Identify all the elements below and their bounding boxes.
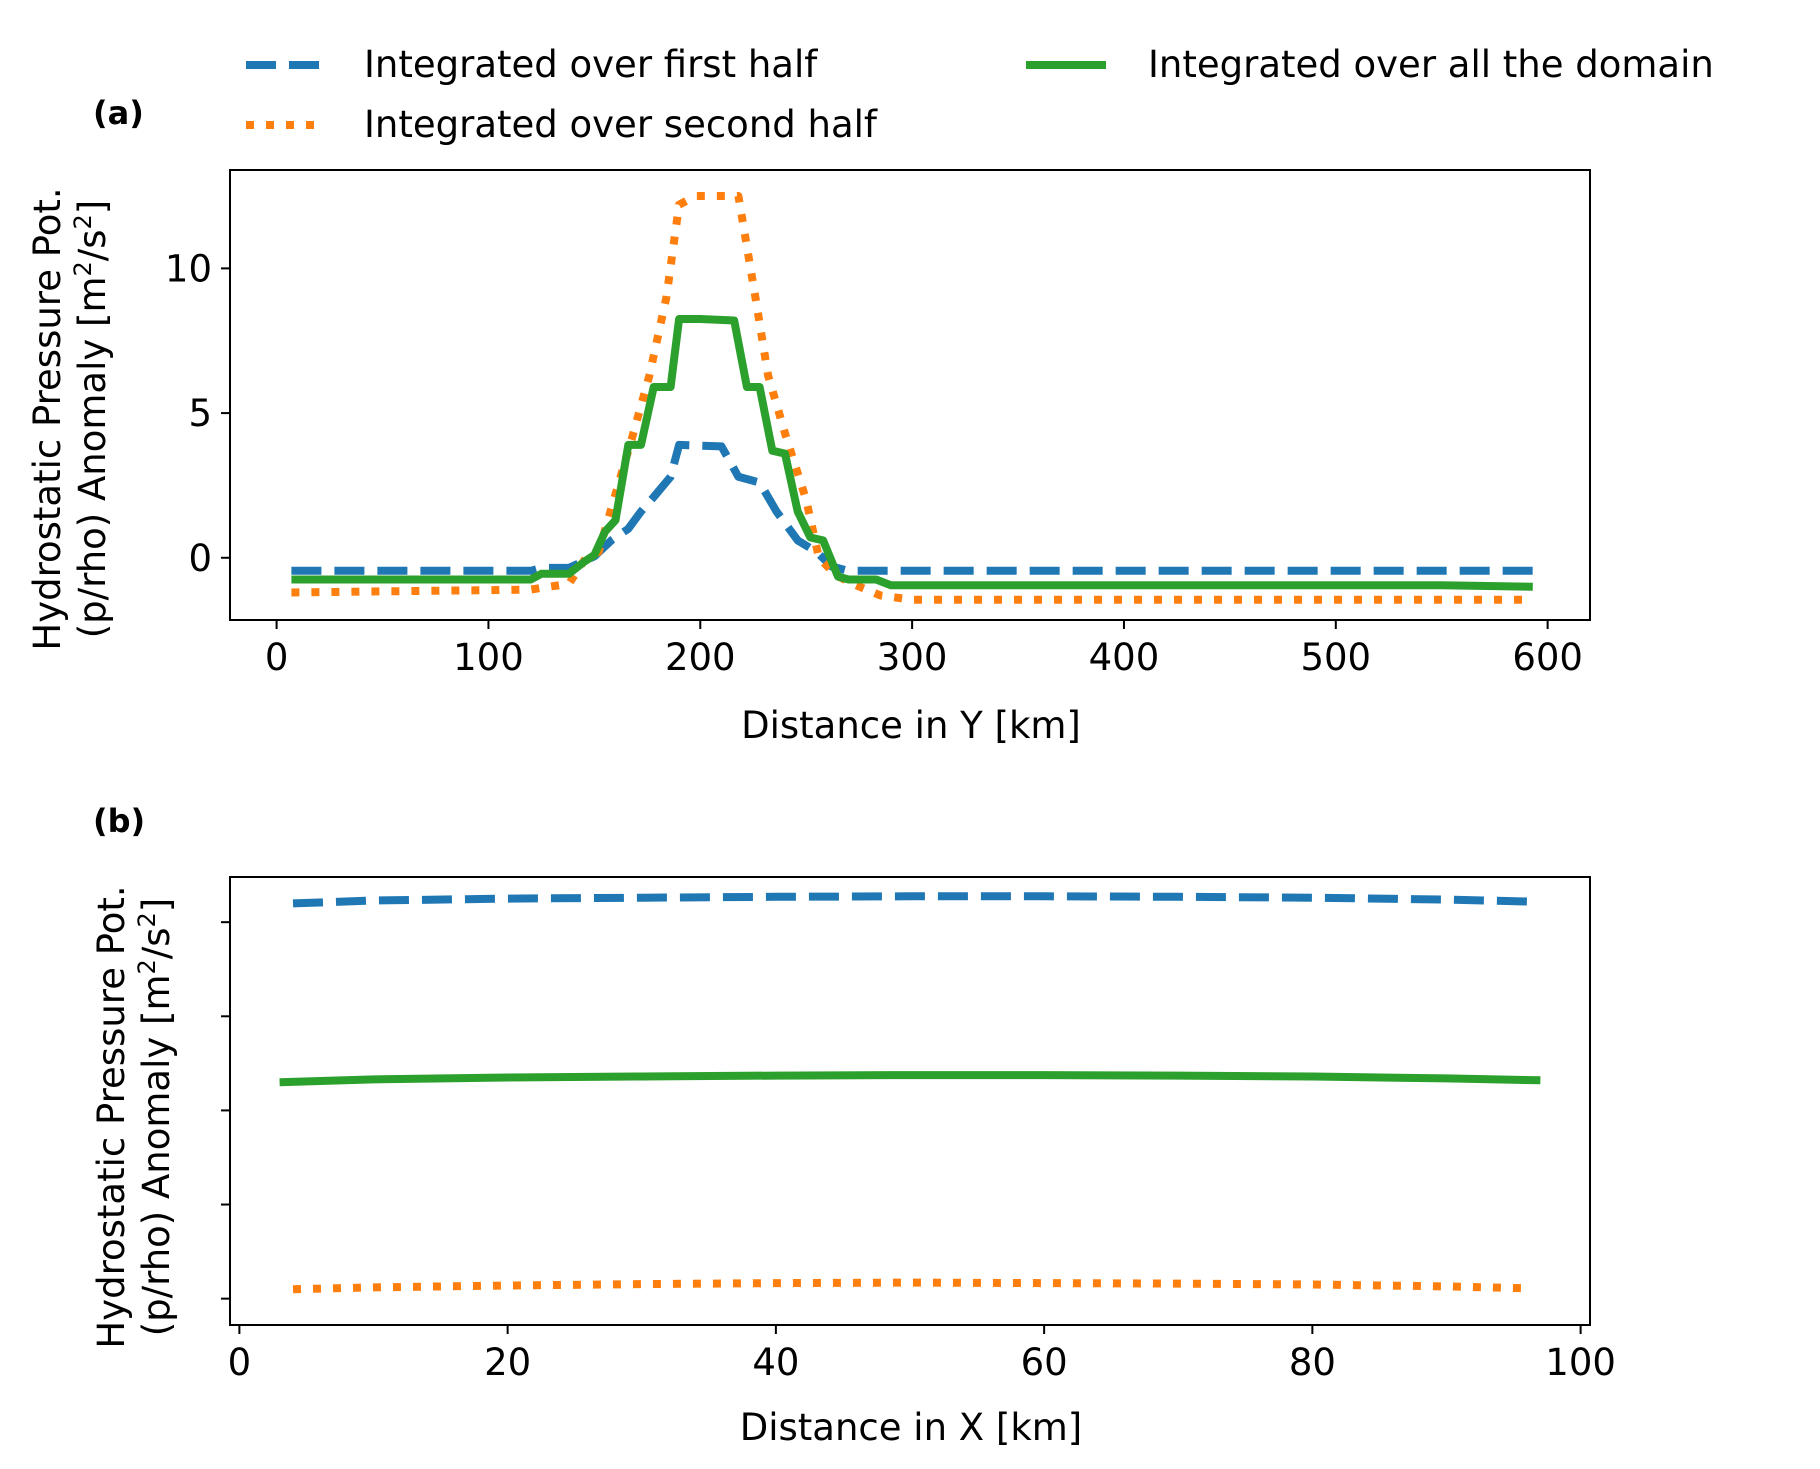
panel-b-series-all-domain — [279, 1071, 1541, 1087]
panel-a-y-tick-label: 5 — [188, 392, 212, 435]
panel-a-y-tick-label: 0 — [188, 537, 212, 580]
panel-b-label: (b) — [93, 802, 145, 840]
panel-a-x-tick-label: 100 — [453, 636, 524, 679]
panel-a-x-tick-label: 200 — [665, 636, 736, 679]
panel-b-x-tick-label: 60 — [1021, 1341, 1068, 1384]
panel-a-x-tick-label: 0 — [265, 636, 289, 679]
panel-a-x-tick-label: 400 — [1089, 636, 1160, 679]
panel-a-y-axis-label: Hydrostatic Pressure Pot. (p/rho) Anomal… — [26, 187, 114, 650]
legend-label-second-half: Integrated over second half — [364, 103, 878, 146]
panel-b-x-tick-label: 40 — [752, 1341, 799, 1384]
panel-a-label: (a) — [93, 94, 144, 132]
panel-a-x-tick-label: 600 — [1512, 636, 1583, 679]
panel-b-plot: 0 20 40 60 80 100 — [221, 876, 1616, 1384]
panel-a-x-tick-label: 300 — [877, 636, 948, 679]
panel-b-axes-frame — [229, 876, 1591, 1326]
panel-a-ylabel-line1: Hydrostatic Pressure Pot. — [26, 187, 69, 650]
panel-a-ylabel-line2: (p/rho) Anomaly [m2/s2] — [69, 200, 114, 639]
panel-b-x-tick-label: 100 — [1545, 1341, 1616, 1384]
panel-b-x-axis-label: Distance in X [km] — [740, 1406, 1083, 1449]
panel-a-y-tick-label: 10 — [165, 247, 212, 290]
panel-a-series-second-half — [291, 192, 1533, 604]
panel-b-series-second-half — [292, 1278, 1528, 1294]
panel-b-x-tick-label: 80 — [1289, 1341, 1336, 1384]
legend: Integrated over first half Integrated ov… — [246, 43, 1714, 146]
panel-b-series-first-half — [292, 892, 1528, 908]
panel-a: (a) Hydrostatic Pressure Pot. (p/rho) An… — [26, 94, 1591, 747]
panel-b-x-tick-label: 0 — [228, 1341, 252, 1384]
panel-a-series-all-domain — [291, 315, 1533, 591]
panel-a-series-first-half — [291, 440, 1533, 575]
panel-b: (b) Hydrostatic Pressure Pot. (p/rho) An… — [90, 802, 1616, 1449]
panel-b-y-axis-label: Hydrostatic Pressure Pot. (p/rho) Anomal… — [90, 885, 178, 1348]
panel-a-x-axis-label: Distance in Y [km] — [741, 704, 1081, 747]
panel-a-plot: 0 100 200 300 400 500 600 0 5 10 — [165, 169, 1591, 679]
legend-label-first-half: Integrated over first half — [364, 43, 818, 86]
panel-b-ylabel-line1: Hydrostatic Pressure Pot. — [90, 885, 133, 1348]
panel-b-x-tick-label: 20 — [484, 1341, 531, 1384]
legend-label-all-domain: Integrated over all the domain — [1148, 43, 1714, 86]
panel-b-ylabel-line2: (p/rho) Anomaly [m2/s2] — [133, 898, 178, 1337]
panel-a-x-tick-label: 500 — [1300, 636, 1371, 679]
panel-a-axes-frame — [229, 169, 1591, 621]
